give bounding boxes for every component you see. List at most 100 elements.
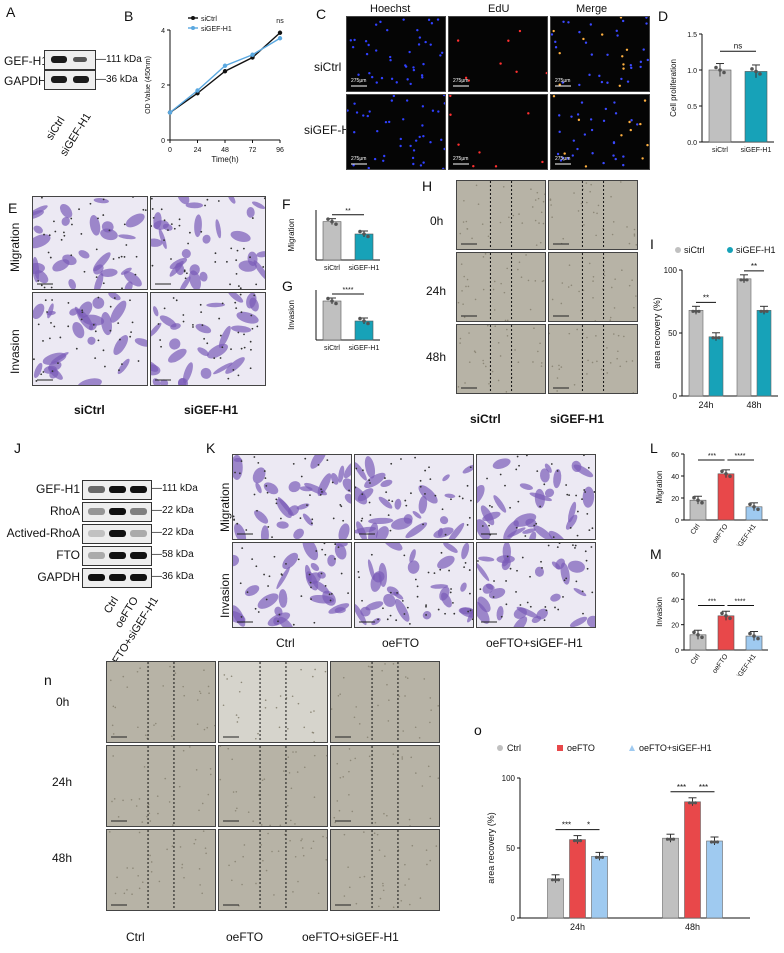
stained-cell: [246, 293, 257, 309]
texture-speck: [337, 694, 340, 697]
membrane-pore: [267, 585, 269, 587]
membrane-pore: [299, 517, 302, 520]
y-tick-label: 2: [161, 83, 165, 90]
stained-cell: [189, 270, 201, 289]
x-axis-label: Time(h): [211, 155, 239, 164]
membrane-pore: [192, 323, 194, 326]
texture-speck: [325, 858, 327, 861]
row-label-48h: 48h: [52, 851, 73, 865]
tile-background: [107, 830, 215, 910]
nucleus-dot: [584, 165, 588, 168]
membrane-pore: [450, 588, 452, 590]
panel-letter-J: J: [14, 440, 21, 456]
texture-speck: [255, 882, 257, 885]
data-point: [711, 336, 715, 340]
texture-speck: [136, 670, 139, 673]
texture-speck: [336, 800, 339, 802]
tile-background: [331, 746, 439, 826]
texture-speck: [183, 876, 185, 879]
texture-speck: [262, 859, 264, 862]
texture-speck: [401, 756, 404, 758]
texture-speck: [459, 342, 461, 344]
membrane-pore: [586, 567, 589, 570]
membrane-pore: [271, 536, 273, 539]
membrane-pore: [200, 230, 203, 233]
texture-speck: [578, 290, 580, 293]
texture-speck: [603, 274, 606, 277]
stained-cell: [101, 221, 114, 233]
membrane-pore: [566, 493, 569, 496]
y-tick-label: 0: [673, 392, 678, 401]
texture-speck: [126, 686, 129, 688]
row-label-invasion: Invasion: [8, 329, 22, 374]
membrane-pore: [310, 598, 312, 601]
wound-tile-2-0-image: [107, 830, 215, 910]
stained-cell: [158, 228, 167, 250]
membrane-pore: [493, 580, 495, 582]
membrane-pore: [441, 508, 444, 511]
stained-cell: [101, 311, 112, 336]
stained-cell: [255, 482, 262, 494]
tile-background: [219, 662, 327, 742]
membrane-pore: [574, 547, 576, 549]
texture-speck: [292, 891, 294, 893]
tile-background: [219, 830, 327, 910]
tile-background: [347, 17, 445, 91]
texture-speck: [539, 342, 541, 345]
texture-speck: [465, 220, 468, 223]
texture-speck: [198, 809, 200, 812]
significance-label: ****: [735, 599, 746, 606]
texture-speck: [237, 716, 240, 719]
membrane-pore: [129, 299, 131, 302]
nucleus-dot: [570, 115, 573, 118]
texture-speck: [247, 811, 250, 813]
membrane-pore: [251, 558, 254, 561]
texture-speck: [429, 859, 432, 862]
membrane-pore: [67, 302, 70, 304]
texture-speck: [595, 335, 597, 337]
membrane-pore: [239, 582, 242, 585]
membrane-pore: [237, 331, 240, 334]
data-point: [665, 837, 670, 841]
texture-speck: [141, 821, 144, 823]
nucleus-dot: [353, 38, 356, 42]
nucleus-dot: [618, 84, 622, 87]
membrane-pore: [581, 590, 584, 593]
stained-cell: [480, 505, 495, 526]
nucleus-dot: [578, 30, 581, 34]
texture-speck: [349, 759, 352, 762]
legend-marker: [497, 745, 503, 751]
texture-speck: [234, 809, 237, 812]
nucleus-dot: [620, 134, 623, 137]
membrane-pore: [414, 456, 416, 459]
membrane-pore: [230, 348, 232, 351]
data-point: [697, 309, 701, 313]
nucleus-dot: [566, 157, 570, 160]
texture-speck: [402, 730, 404, 732]
nucleus-dot: [449, 113, 452, 116]
transwell-tile-1-1: [150, 292, 266, 386]
membrane-pore: [575, 494, 578, 497]
nucleus-dot: [622, 63, 625, 66]
texture-speck: [182, 749, 185, 752]
stained-cell: [92, 297, 105, 309]
series-point: [250, 52, 255, 57]
membrane-pore: [370, 553, 373, 556]
texture-speck: [131, 893, 133, 895]
membrane-pore: [328, 593, 331, 596]
texture-speck: [373, 832, 376, 835]
membrane-pore: [268, 575, 271, 578]
membrane-pore: [300, 595, 303, 597]
membrane-pore: [464, 562, 467, 564]
texture-speck: [300, 668, 302, 671]
nucleus-dot: [402, 18, 405, 21]
texture-speck: [169, 665, 171, 668]
membrane-pore: [239, 287, 242, 289]
y-tick-label: 4: [161, 28, 165, 35]
texture-speck: [260, 824, 263, 826]
stained-cell: [230, 325, 252, 333]
membrane-pore: [253, 456, 256, 458]
texture-speck: [423, 678, 426, 680]
nucleus-dot: [420, 74, 424, 77]
nucleus-dot: [422, 134, 425, 138]
